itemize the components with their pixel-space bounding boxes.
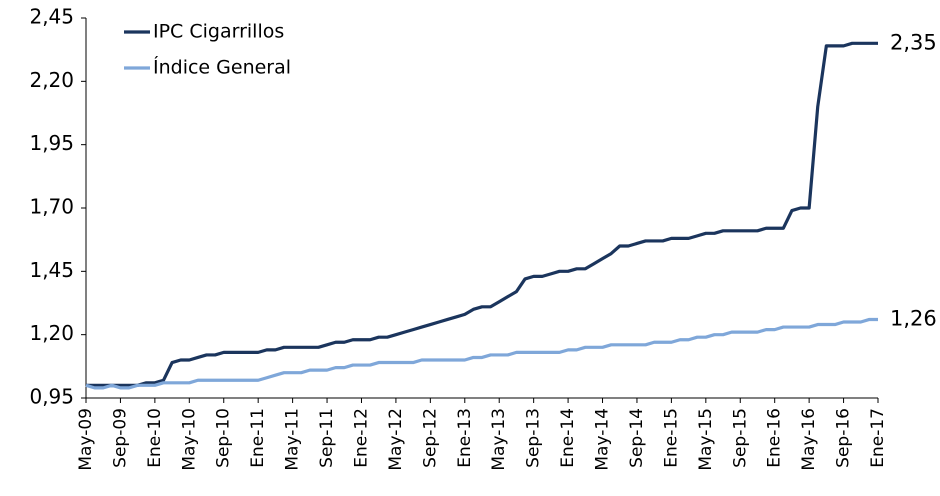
series-line: [85, 317, 878, 390]
x-tick-label: Sep-16: [834, 408, 854, 468]
y-tick-label: 1,70: [29, 195, 74, 219]
y-tick-label: 1,95: [29, 131, 74, 155]
legend-label: Índice General: [153, 56, 291, 79]
x-tick-label: Sep-14: [627, 408, 647, 468]
x-tick-label: Ene-11: [248, 408, 268, 468]
x-tick-label: Ene-14: [558, 408, 578, 468]
x-tick-label: Sep-12: [420, 408, 440, 468]
x-tick-label: Sep-09: [110, 408, 130, 468]
y-tick-label: 2,20: [29, 68, 74, 92]
x-tick-label: Ene-16: [765, 408, 785, 468]
y-tick-label: 0,95: [29, 385, 74, 409]
y-tick-label: 1,20: [29, 321, 74, 345]
x-tick-label: Ene-17: [868, 408, 888, 468]
x-tick-label: May-09: [76, 408, 96, 471]
x-tick-label: Sep-11: [317, 408, 337, 468]
x-tick-label: Sep-10: [214, 408, 234, 468]
value-label: 1,26: [890, 306, 937, 330]
x-tick-label: Ene-13: [455, 408, 475, 468]
x-tick-label: Ene-12: [351, 408, 371, 468]
y-tick-label: 1,45: [29, 258, 74, 282]
y-tick-label: 2,45: [29, 5, 74, 29]
x-tick-label: May-13: [489, 408, 509, 471]
x-tick-label: May-11: [283, 408, 303, 471]
x-tick-label: Ene-10: [145, 408, 165, 468]
x-tick-label: May-15: [696, 408, 716, 471]
x-tick-label: May-12: [386, 408, 406, 471]
x-tick-label: Sep-15: [730, 408, 750, 468]
x-tick-label: May-10: [179, 408, 199, 471]
x-tick-label: Ene-15: [661, 408, 681, 468]
legend-label: IPC Cigarrillos: [153, 21, 284, 43]
x-tick-label: Sep-13: [524, 408, 544, 468]
series-line: [86, 41, 878, 387]
x-tick-label: May-16: [799, 408, 819, 471]
value-label: 2,35: [890, 30, 937, 54]
x-tick-label: May-14: [593, 408, 613, 471]
